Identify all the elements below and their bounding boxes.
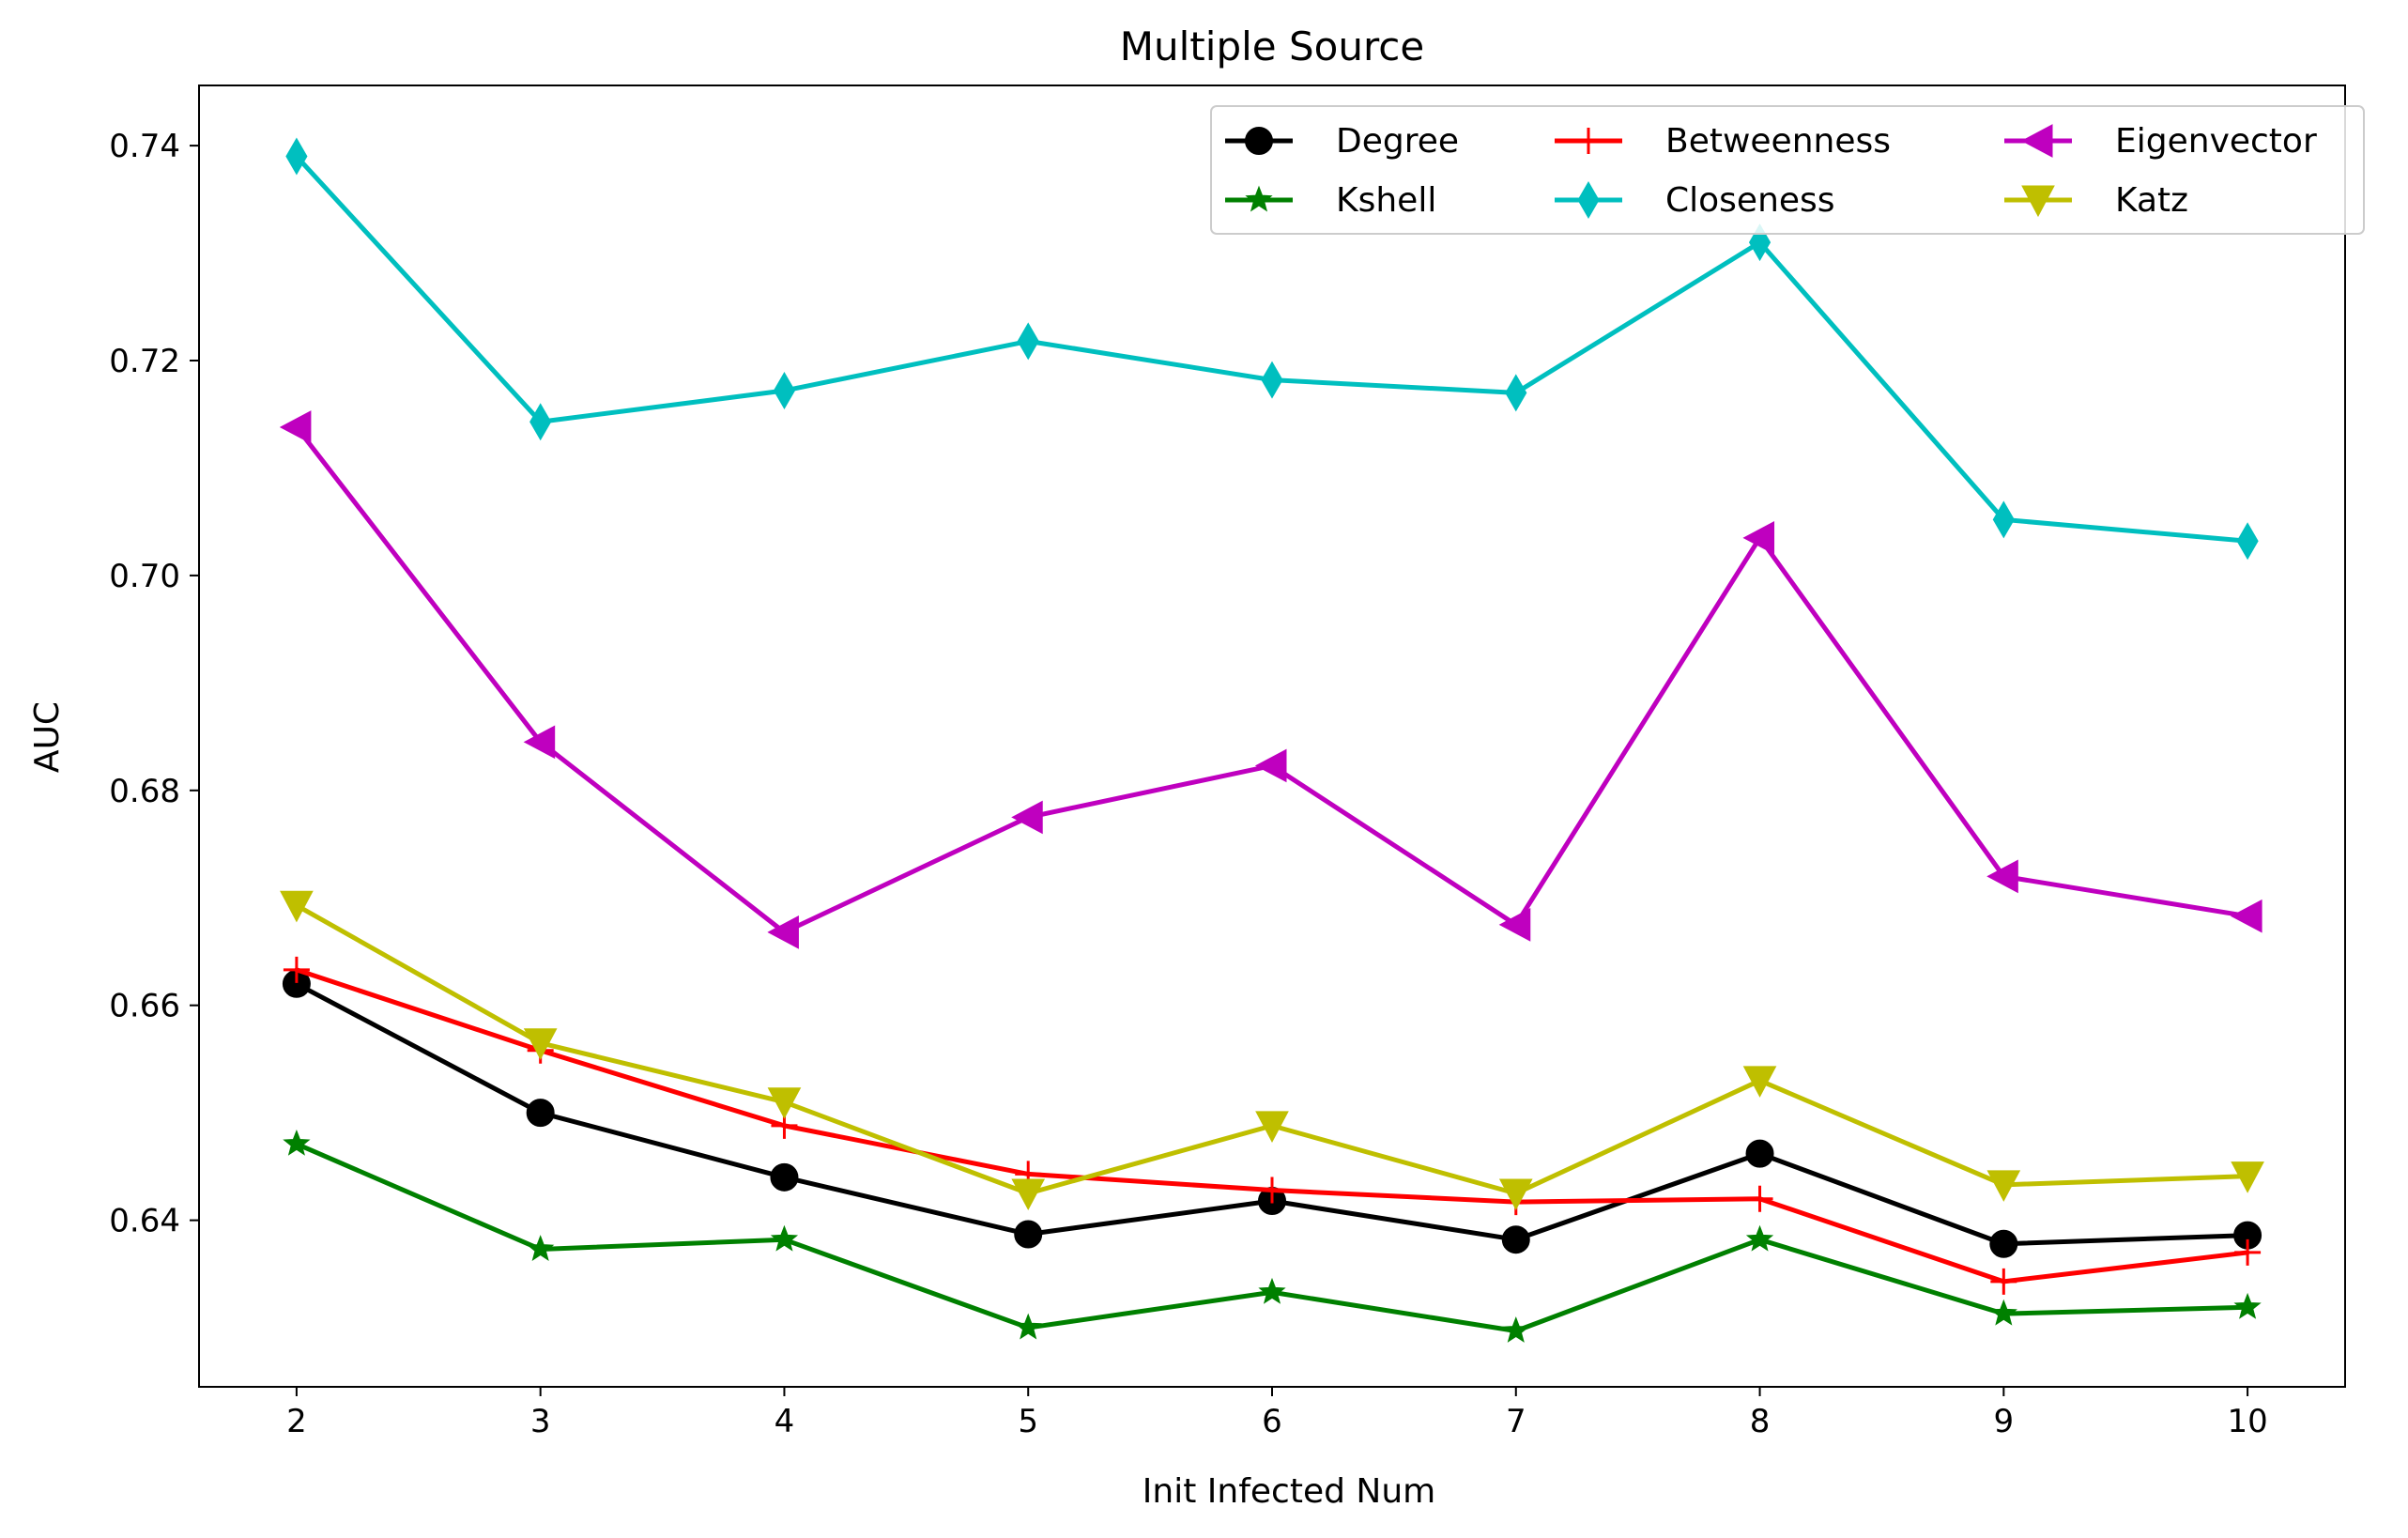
legend-item-betweenness: Betweenness: [1555, 122, 1891, 161]
data-point-katz: [767, 1087, 802, 1119]
series-degree: [282, 969, 2262, 1258]
data-point-eigenvector: [767, 915, 799, 949]
series-katz: [280, 890, 2264, 1211]
series-closeness: [285, 137, 2259, 561]
data-point-betweenness: [2234, 1238, 2262, 1266]
data-point-kshell: [1502, 1316, 1530, 1343]
x-tick-label: 8: [1750, 1403, 1771, 1440]
y-tick-label: 0.68: [109, 773, 180, 810]
legend-marker: [1577, 181, 1600, 219]
x-tick-label: 5: [1018, 1403, 1038, 1440]
data-point-eigenvector: [1254, 748, 1287, 783]
y-tick-label: 0.72: [109, 343, 180, 380]
legend-marker: [2021, 185, 2055, 218]
data-point-betweenness: [1990, 1268, 2017, 1295]
legend-item-degree: Degree: [1225, 122, 1459, 161]
data-point-eigenvector: [1498, 908, 1531, 942]
legend-item-closeness: Closeness: [1555, 181, 1835, 220]
data-point-closeness: [1992, 500, 2015, 539]
legend-item-eigenvector: Eigenvector: [2004, 122, 2317, 161]
data-point-degree: [1014, 1220, 1043, 1249]
data-point-kshell: [1745, 1224, 1774, 1252]
legend-frame: [1210, 105, 2365, 235]
data-point-degree: [1501, 1225, 1530, 1254]
data-point-degree: [1745, 1139, 1774, 1168]
data-point-degree: [770, 1162, 799, 1192]
y-tick-label: 0.74: [109, 128, 180, 165]
legend-label: Kshell: [1336, 181, 1436, 220]
data-point-betweenness: [1259, 1177, 1285, 1204]
x-tick-label: 6: [1262, 1403, 1282, 1440]
legend-marker: [1245, 127, 1273, 155]
legend-marker: [1245, 185, 1273, 212]
series-kshell: [283, 1129, 2262, 1343]
ticks-layer: 2 3 4 5 6 7 8 9 10 0.64 0.66 0.68 0.70 0.72 0.74: [109, 128, 2267, 1440]
data-point-degree: [526, 1099, 555, 1128]
data-point-katz: [1255, 1111, 1289, 1143]
data-point-eigenvector: [1986, 859, 2018, 894]
x-tick-label: 9: [1993, 1403, 2014, 1440]
y-tick-label: 0.66: [109, 988, 180, 1025]
legend-marker: [1575, 128, 1602, 154]
data-point-katz: [1986, 1170, 2021, 1202]
x-tick-label: 4: [775, 1403, 795, 1440]
x-axis-label: Init Infected Num: [1143, 1472, 1435, 1511]
data-point-kshell: [1258, 1277, 1286, 1304]
plot-layer: [279, 137, 2264, 1343]
data-point-eigenvector: [279, 410, 312, 444]
data-point-kshell: [283, 1129, 311, 1156]
legend-marker: [2020, 124, 2053, 158]
data-point-kshell: [1014, 1313, 1042, 1340]
data-point-betweenness: [283, 956, 310, 983]
data-point-betweenness: [1746, 1185, 1773, 1212]
legend-label: Closeness: [1665, 181, 1835, 220]
data-point-closeness: [1017, 322, 1039, 361]
legend-item-katz: Katz: [2004, 181, 2188, 220]
chart-title: Multiple Source: [1120, 23, 1424, 69]
data-point-katz: [1742, 1066, 1777, 1098]
data-point-closeness: [773, 372, 796, 410]
x-tick-label: 2: [286, 1403, 307, 1440]
data-point-eigenvector: [1742, 521, 1775, 555]
data-point-katz: [2231, 1161, 2264, 1193]
data-point-degree: [1989, 1229, 2018, 1258]
y-tick-label: 0.70: [109, 558, 180, 595]
data-point-katz: [1498, 1178, 1533, 1211]
series-betweenness: [283, 956, 2262, 1295]
data-point-closeness: [1505, 374, 1527, 412]
data-point-kshell: [1989, 1299, 2017, 1326]
x-tick-label: 7: [1506, 1403, 1526, 1440]
legend-label: Degree: [1336, 122, 1459, 161]
legend-label: Eigenvector: [2115, 122, 2317, 161]
data-point-katz: [280, 890, 314, 923]
data-point-katz: [523, 1028, 558, 1060]
data-point-closeness: [285, 137, 308, 176]
series-eigenvector: [279, 410, 2262, 949]
data-point-closeness: [529, 403, 552, 441]
data-point-closeness: [1261, 361, 1283, 399]
y-axis-label: AUC: [28, 701, 67, 773]
legend-label: Katz: [2115, 181, 2188, 220]
data-point-katz: [1011, 1178, 1046, 1211]
legend-label: Betweenness: [1665, 122, 1891, 161]
legend: Degree Betweenness Eigenvector Kshell Closen…: [1210, 105, 2365, 235]
data-point-eigenvector: [523, 725, 556, 760]
data-point-kshell: [770, 1224, 799, 1252]
data-point-eigenvector: [1011, 800, 1043, 835]
y-tick-label: 0.64: [109, 1203, 180, 1240]
legend-item-kshell: Kshell: [1225, 181, 1436, 220]
data-point-kshell: [2233, 1292, 2262, 1319]
data-point-kshell: [527, 1235, 555, 1261]
x-tick-label: 3: [530, 1403, 551, 1440]
data-point-eigenvector: [2231, 899, 2262, 933]
x-tick-label: 10: [2227, 1403, 2267, 1440]
data-point-closeness: [2236, 522, 2259, 561]
